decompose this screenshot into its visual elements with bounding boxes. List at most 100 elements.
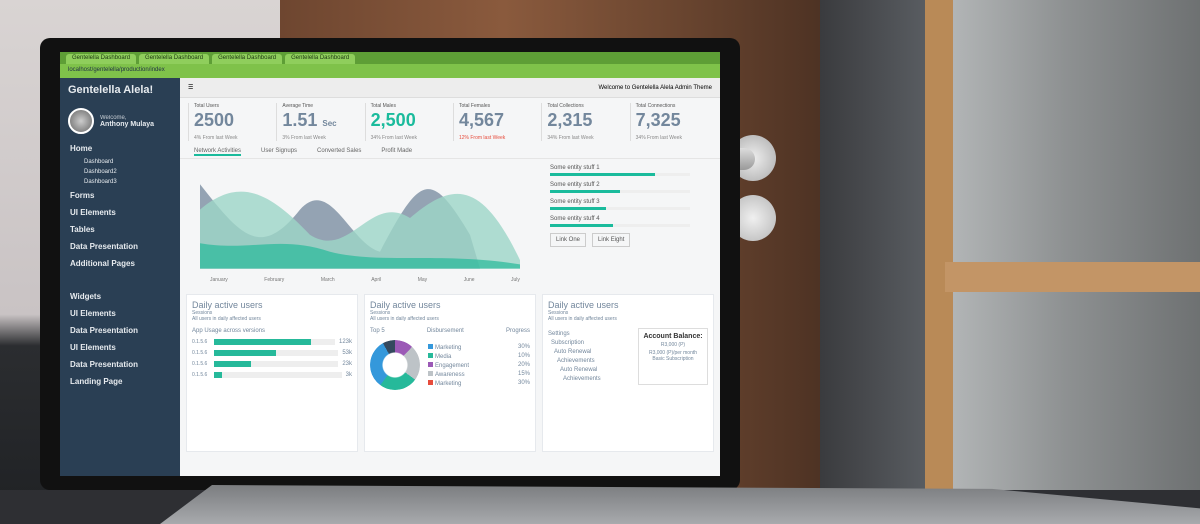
link-button[interactable]: Link Eight	[592, 233, 631, 247]
browser-tab[interactable]: Gentelella Dashboard	[66, 54, 137, 64]
link-button[interactable]: Link One	[550, 233, 587, 247]
version-label: 0.1.5.6	[192, 361, 208, 367]
legend-swatch	[428, 361, 433, 367]
stat-label: Average Time	[282, 103, 314, 109]
nav-ui-elements[interactable]: UI Elements	[70, 208, 116, 217]
browser-url-bar[interactable]: localhost/gentelella/production/index	[60, 64, 720, 78]
legend-value: 10%	[517, 352, 530, 359]
legend-value: 30%	[517, 343, 530, 350]
entity-bar-fill	[550, 190, 620, 193]
user-name: Anthony Mulaya	[100, 120, 155, 128]
version-label: 0.1.5.6	[192, 350, 208, 356]
nav-dashboard2[interactable]: Dashboard2	[84, 169, 117, 175]
legend-label-wrap: Awareness	[428, 370, 465, 378]
settings-item[interactable]: Achievements	[563, 376, 601, 382]
nav-home[interactable]: Home	[70, 144, 93, 153]
browser-tab[interactable]: Gentelella Dashboard	[285, 54, 356, 64]
nav-tables[interactable]: Tables	[70, 225, 95, 234]
col-progress: Progress	[505, 328, 530, 334]
usage-row: 0.1.5.6 123k	[192, 339, 352, 345]
nav-dashboard3[interactable]: Dashboard3	[84, 179, 117, 185]
panels-row: Daily active users Sessions All users in…	[180, 289, 720, 457]
panel-app-usage: Daily active users Sessions All users in…	[186, 294, 358, 452]
stat-label: Total Females	[458, 103, 491, 109]
entity-label: Some entity stuff 4	[550, 216, 600, 222]
stat-value: 2500	[194, 109, 270, 135]
settings-list: Settings Subscription Auto Renewal Achievem…	[548, 328, 632, 385]
nav-forms[interactable]: Forms	[70, 191, 95, 200]
usage-row: 0.1.5.6 23k	[192, 361, 352, 367]
panel-subtitle: Sessions	[370, 310, 391, 316]
usage-value: 123k	[338, 339, 352, 345]
month-label: February	[264, 277, 285, 283]
tab-profit-made[interactable]: Profit Made	[381, 148, 413, 154]
col-top5: Top 5	[370, 328, 385, 334]
browser-tab[interactable]: Gentelella Dashboard	[212, 54, 283, 64]
nav-additional-pages[interactable]: Additional Pages	[70, 259, 135, 268]
settings-item[interactable]: Auto Renewal	[560, 367, 598, 373]
door-frame	[820, 0, 940, 524]
sidebar-nav: Home Dashboard Dashboard2 Dashboard3 For…	[60, 140, 180, 390]
settings-item[interactable]: Subscription	[551, 340, 585, 346]
settings-item[interactable]: Achievements	[557, 358, 595, 364]
nav-data-presentation[interactable]: Data Presentation	[70, 242, 139, 251]
area-chart	[200, 184, 520, 269]
nav-ui-elements-3[interactable]: UI Elements	[70, 343, 116, 352]
legend-label: Engagement	[435, 362, 470, 369]
legend-swatch	[428, 379, 433, 385]
legend-swatch	[428, 352, 433, 358]
browser-tab[interactable]: Gentelella Dashboard	[139, 54, 210, 64]
account-balance: Account Balance: R3,000 (P) R3,000 (P)/p…	[638, 328, 708, 385]
sidebar: Gentelella Alela! Welcome, Anthony Mulay…	[60, 78, 180, 476]
panel-subtitle: Sessions	[548, 310, 569, 316]
legend-swatch	[428, 370, 433, 376]
stat-change: 34% From last Week	[547, 135, 594, 141]
legend-label: Marketing	[435, 380, 462, 387]
panel-title: Daily active users	[548, 300, 619, 310]
stat-number: 7,325	[635, 110, 681, 130]
stat-label: Total Males	[370, 103, 396, 109]
stat-value: 4,567	[459, 109, 535, 135]
legend-item: Media 10%	[428, 352, 530, 360]
shelf	[945, 262, 1200, 292]
col-disbursement: Disbursement	[426, 328, 464, 334]
stat-number: 2,500	[370, 110, 416, 130]
stat-number: 2,315	[547, 110, 593, 130]
tab-user-signups[interactable]: User Signups	[261, 148, 298, 154]
stat-number: 1.51	[282, 110, 318, 130]
version-label: 0.1.5.6	[192, 339, 208, 345]
stats-row: Total Users 2500 4% From last Week Average…	[180, 98, 720, 146]
nav-dashboard[interactable]: Dashboard	[84, 159, 114, 165]
month-label: May	[417, 277, 428, 283]
account-title: Account Balance:	[643, 333, 703, 340]
tab-network-activities[interactable]: Network Activities	[194, 148, 242, 156]
legend-item: Marketing 30%	[428, 343, 530, 351]
menu-toggle-icon[interactable]: ☰	[188, 85, 194, 91]
month-label: April	[371, 277, 382, 283]
month-label: June	[463, 277, 475, 283]
settings-item[interactable]: Settings	[548, 331, 570, 337]
legend-item: Marketing 30%	[428, 379, 530, 387]
usage-bar-fill	[214, 361, 252, 367]
usage-bar-fill	[214, 339, 311, 345]
tab-converted-sales[interactable]: Converted Sales	[317, 148, 362, 154]
usage-bar	[214, 339, 335, 345]
usage-value: 3k	[345, 372, 352, 378]
stat-unit: Sec	[322, 119, 337, 128]
settings-item[interactable]: Auto Renewal	[554, 349, 592, 355]
stat-label: Total Connections	[635, 103, 676, 109]
stat-label: Total Users	[194, 103, 220, 109]
usage-row: 0.1.5.6 3k	[192, 372, 352, 378]
entity-bar-fill	[550, 173, 655, 176]
nav-data-presentation-2[interactable]: Data Presentation	[70, 326, 139, 335]
laptop-screen: Gentelella Dashboard Gentelella Dashboar…	[60, 52, 720, 476]
nav-data-presentation-3[interactable]: Data Presentation	[70, 360, 139, 369]
stat-number: 4,567	[458, 110, 505, 130]
nav-ui-elements-2[interactable]: UI Elements	[70, 309, 116, 318]
nav-landing-page[interactable]: Landing Page	[70, 377, 123, 386]
nav-widgets[interactable]: Widgets	[70, 292, 102, 301]
entity-label: Some entity stuff 3	[550, 199, 600, 205]
usage-bar-fill	[214, 350, 277, 356]
brand-logo[interactable]: Gentelella Alela!	[68, 84, 154, 96]
nav-spacer	[60, 272, 180, 288]
